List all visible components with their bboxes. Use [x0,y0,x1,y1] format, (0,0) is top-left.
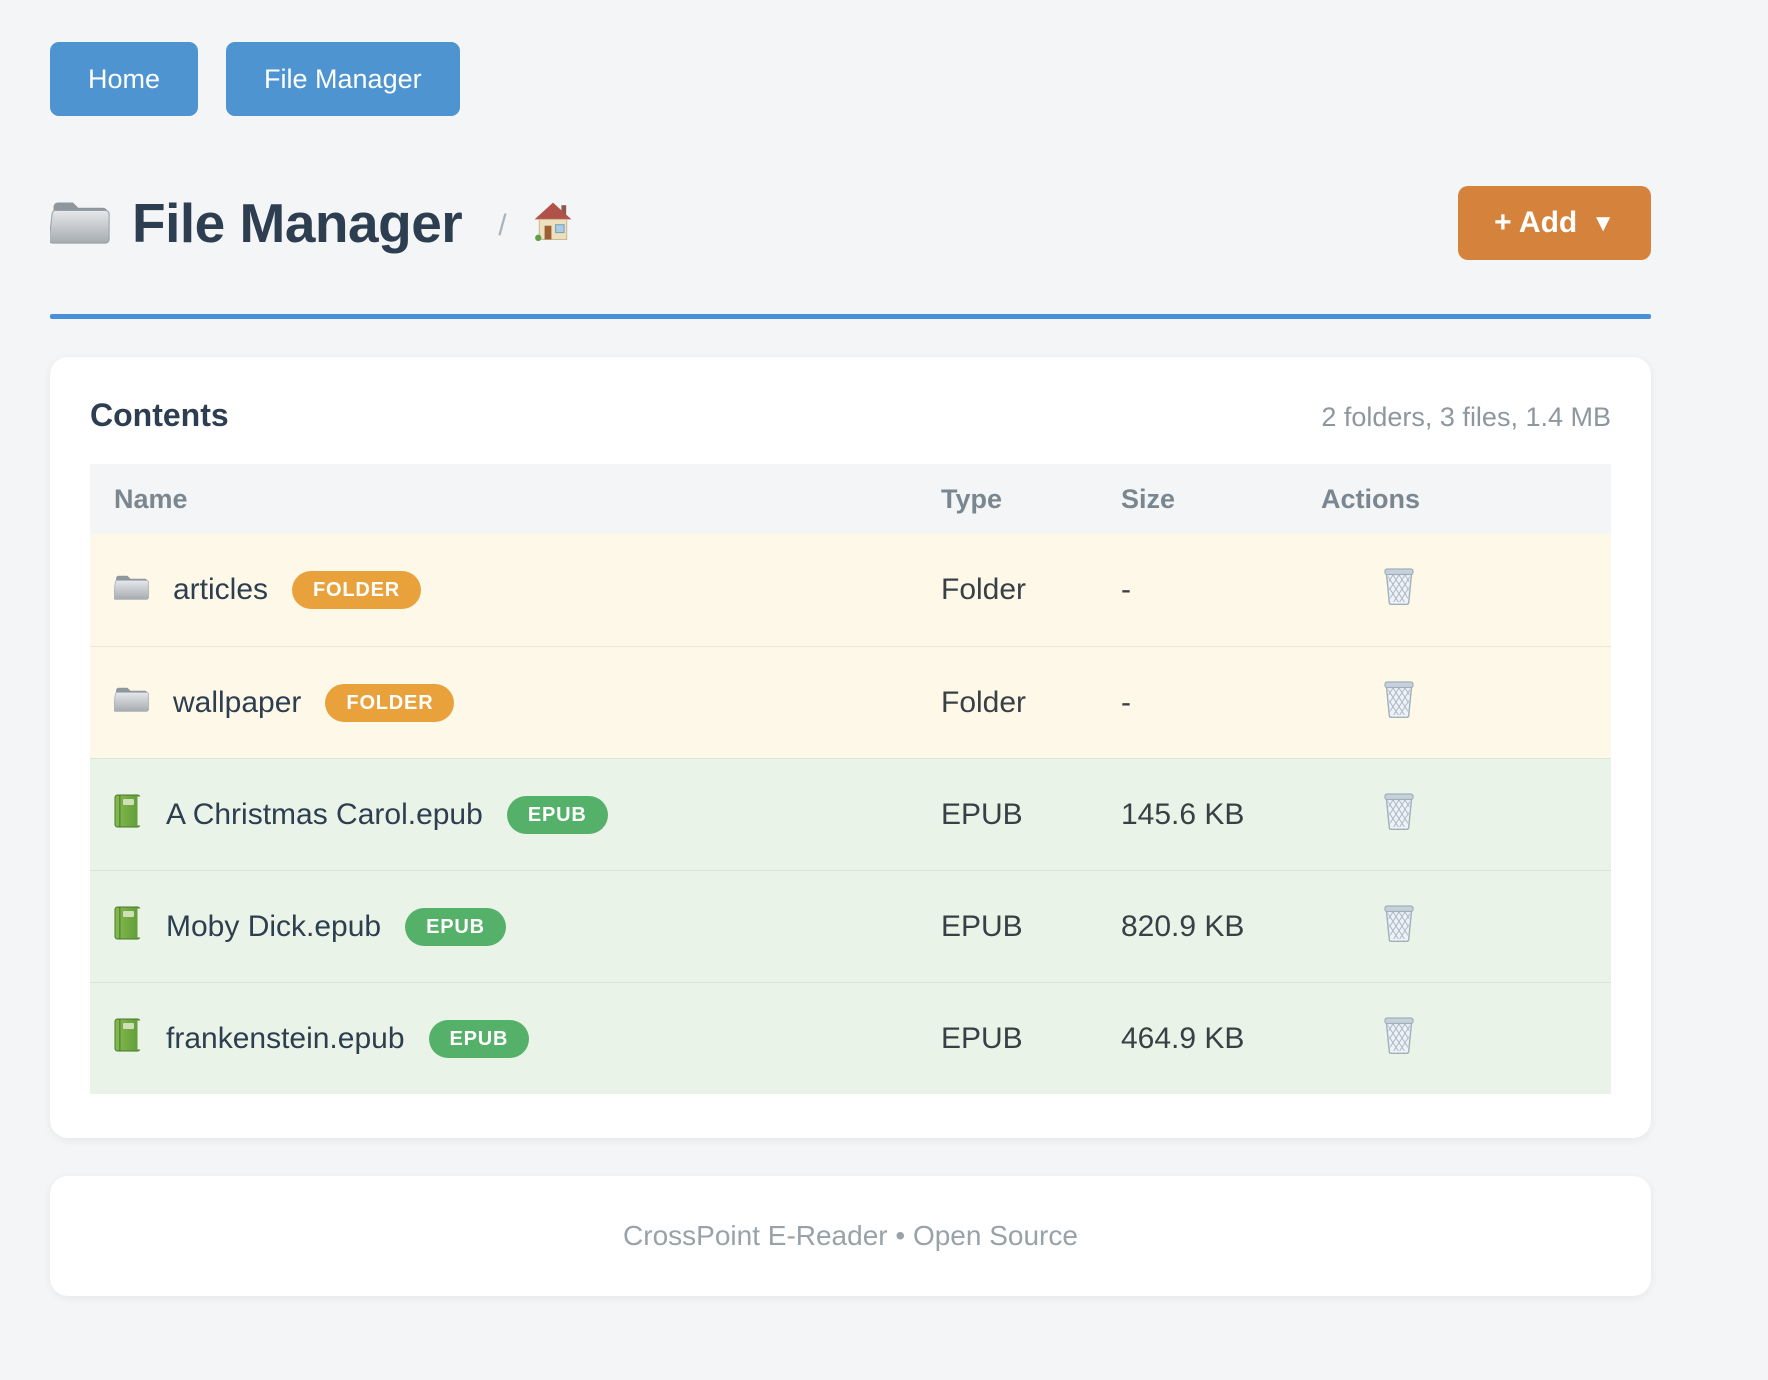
table-row[interactable]: articles FOLDER Folder - [90,534,1611,647]
file-type: EPUB [941,909,1023,943]
folder-icon [113,572,149,609]
book-icon [114,1018,142,1060]
contents-card: Contents 2 folders, 3 files, 1.4 MB Name… [50,357,1651,1139]
delete-button[interactable] [1383,567,1415,608]
contents-header: Contents 2 folders, 3 files, 1.4 MB [90,397,1611,434]
add-button-label: + Add [1494,206,1578,240]
column-header-actions: Actions [1321,483,1421,514]
folder-badge: FOLDER [325,683,455,722]
delete-button[interactable] [1383,680,1415,721]
file-manager-button[interactable]: File Manager [226,42,460,117]
folder-badge: FOLDER [292,571,422,610]
contents-title: Contents [90,397,229,434]
file-type: EPUB [941,797,1023,831]
title-group: File Manager / [48,191,573,255]
footer-card: CrossPoint E-Reader • Open Source [50,1176,1651,1297]
page-header: File Manager / + Add ▼ [48,186,1651,261]
breadcrumb-separator: / [498,209,507,243]
table-header-row: Name Type Size Actions [90,464,1611,535]
delete-button[interactable] [1383,1016,1415,1057]
table-row[interactable]: Moby Dick.epub EPUB EPUB 820.9 KB [90,870,1611,983]
table-row[interactable]: wallpaper FOLDER Folder - [90,646,1611,759]
epub-badge: EPUB [405,907,506,946]
file-name[interactable]: articles [173,573,269,607]
table-row[interactable]: frankenstein.epub EPUB EPUB 464.9 KB [90,982,1611,1095]
page: Home File Manager File Manager / [48,0,1651,1297]
title-divider [50,314,1651,320]
home-button[interactable]: Home [50,42,199,117]
table-row[interactable]: A Christmas Carol.epub EPUB EPUB 145.6 K… [90,758,1611,871]
file-size: - [1121,685,1131,719]
folder-icon [48,196,110,251]
trash-icon [1383,680,1415,721]
book-icon [114,794,142,836]
chevron-down-icon: ▼ [1591,210,1615,238]
file-name[interactable]: Moby Dick.epub [166,909,382,943]
file-size: 145.6 KB [1121,797,1245,831]
trash-icon [1383,567,1415,608]
trash-icon [1383,904,1415,945]
epub-badge: EPUB [428,1019,530,1058]
folder-icon [113,684,149,721]
book-icon [114,906,142,948]
file-size: 820.9 KB [1121,909,1245,943]
file-type: Folder [941,685,1027,719]
file-type: Folder [941,573,1027,607]
column-header-name: Name [114,483,188,514]
file-name[interactable]: A Christmas Carol.epub [166,797,483,831]
home-breadcrumb-icon[interactable] [533,201,573,246]
trash-icon [1383,1016,1415,1057]
add-button[interactable]: + Add ▼ [1458,186,1651,261]
column-header-size: Size [1121,483,1176,514]
delete-button[interactable] [1383,792,1415,833]
file-type: EPUB [941,1021,1023,1055]
page-title: File Manager [132,192,463,255]
file-table: Name Type Size Actions [90,464,1611,1095]
delete-button[interactable] [1383,904,1415,945]
file-size: - [1121,573,1131,607]
column-header-type: Type [941,483,1003,514]
trash-icon [1383,792,1415,833]
file-name[interactable]: frankenstein.epub [166,1021,405,1055]
epub-badge: EPUB [506,795,608,834]
top-nav: Home File Manager [50,42,1651,117]
file-size: 464.9 KB [1121,1021,1245,1055]
footer-text: CrossPoint E-Reader • Open Source [623,1220,1078,1252]
contents-summary: 2 folders, 3 files, 1.4 MB [1321,402,1611,433]
file-name[interactable]: wallpaper [173,685,302,719]
